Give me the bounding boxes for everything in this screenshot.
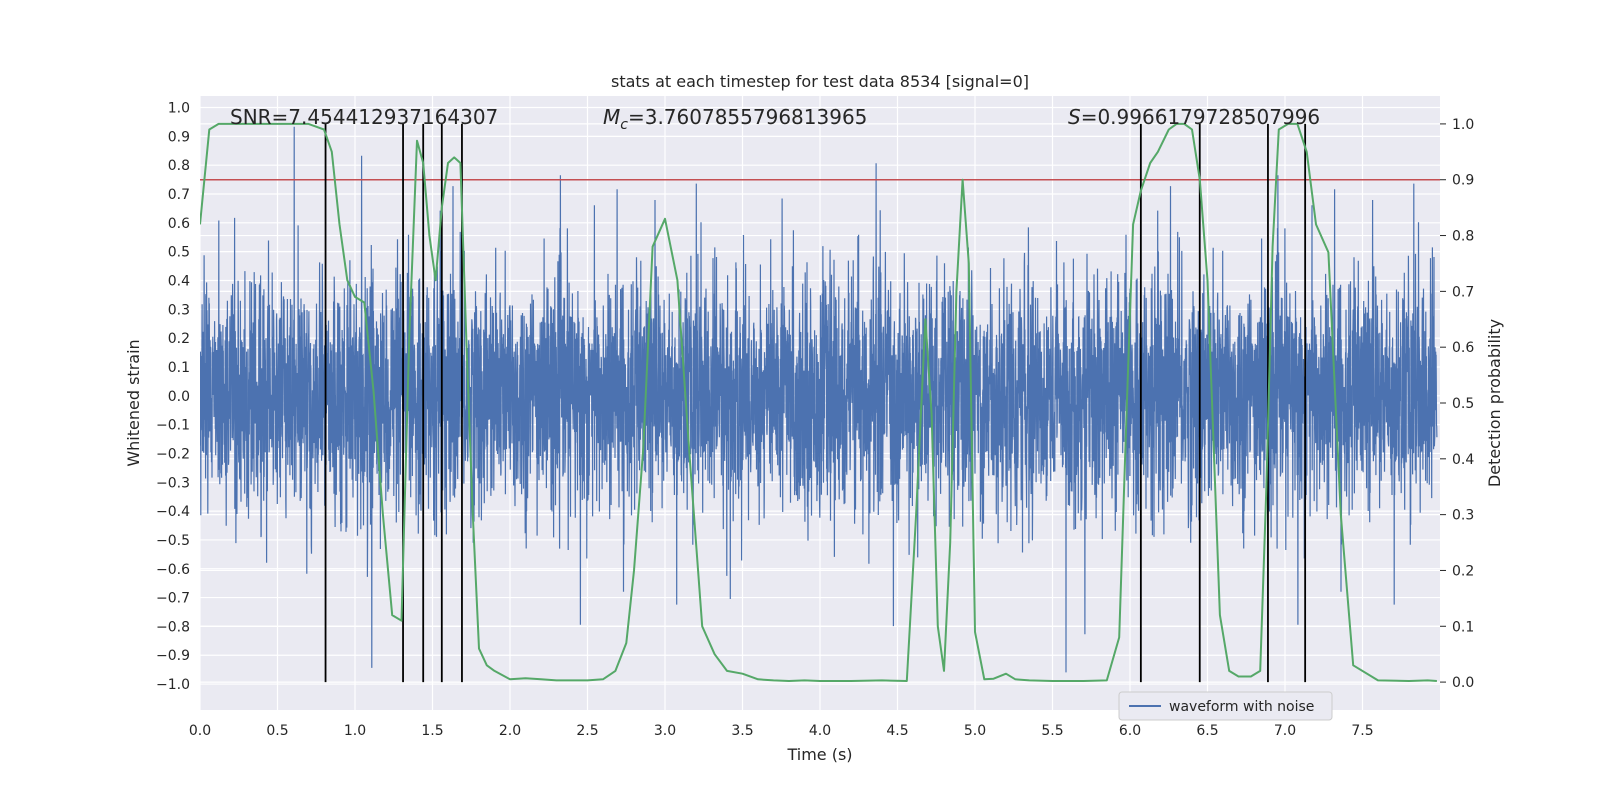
y-left-tick-label: −0.6 xyxy=(156,562,190,578)
y-left-tick-label: −0.5 xyxy=(156,533,190,549)
y-right-tick-label: 0.2 xyxy=(1452,563,1474,579)
y-right-tick-label: 0.4 xyxy=(1452,452,1474,468)
x-tick-label: 0.0 xyxy=(189,723,211,739)
y-left-tick-label: 0.9 xyxy=(168,129,190,145)
y-left-tick-label: −0.8 xyxy=(156,619,190,635)
y-left-tick-label: 0.0 xyxy=(168,389,190,405)
x-tick-label: 6.0 xyxy=(1119,723,1141,739)
chart-title: stats at each timestep for test data 853… xyxy=(611,72,1029,91)
y-right-tick-label: 0.8 xyxy=(1452,229,1474,245)
chirp-mass-symbol: M xyxy=(603,105,620,129)
y-right-tick-label: 0.7 xyxy=(1452,284,1474,300)
y-left-tick-label: 0.6 xyxy=(168,216,190,232)
y-right-tick-label: 0.5 xyxy=(1452,396,1474,412)
x-axis-label: Time (s) xyxy=(786,745,852,764)
y-left-tick-label: 1.0 xyxy=(168,101,190,117)
strain-line xyxy=(200,126,1438,673)
y-right-tick-label: 0.6 xyxy=(1452,340,1474,356)
y-right-tick-label: 1.0 xyxy=(1452,117,1474,133)
x-tick-label: 5.0 xyxy=(964,723,986,739)
y-axis-right-label: Detection probability xyxy=(1485,319,1504,487)
y-left-tick-label: 0.4 xyxy=(168,273,190,289)
tick-labels: 0.0 0.5 1.0 1.5 2.0 2.5 3.0 3.5 4.0 4.5 5.0 5.5 6.0 6… xyxy=(156,101,1474,739)
y-left-tick-label: 0.3 xyxy=(168,302,190,318)
y-axis-left-label: Whitened strain xyxy=(124,339,143,466)
y-left-tick-label: −0.2 xyxy=(156,446,190,462)
y-right-tick-label: 0.9 xyxy=(1452,173,1474,189)
snr-annotation: SNR=7.454412937164307 xyxy=(230,105,498,129)
overlay-lines xyxy=(200,122,1440,683)
y-right-tick-label: 0.0 xyxy=(1452,675,1474,691)
x-tick-label: 4.5 xyxy=(886,723,908,739)
x-tick-label: 4.0 xyxy=(809,723,831,739)
y-left-tick-label: −0.3 xyxy=(156,475,190,491)
x-tick-label: 1.5 xyxy=(421,723,443,739)
x-tick-label: 2.5 xyxy=(576,723,598,739)
y-left-tick-label: 0.8 xyxy=(168,158,190,174)
x-tick-label: 5.5 xyxy=(1041,723,1063,739)
y-right-tick-label: 0.3 xyxy=(1452,508,1474,524)
y-left-tick-label: 0.1 xyxy=(168,360,190,376)
y-left-tick-label: −1.0 xyxy=(156,677,190,693)
y-left-tick-label: −0.4 xyxy=(156,504,190,520)
strain-series xyxy=(200,126,1438,673)
legend-box xyxy=(1118,691,1333,721)
x-tick-label: 7.0 xyxy=(1274,723,1296,739)
chirp-mass-subscript: c xyxy=(620,117,628,133)
y-left-tick-label: −0.7 xyxy=(156,591,190,607)
y-left-tick-label: 0.7 xyxy=(168,187,190,203)
probability-line xyxy=(200,122,1437,682)
x-tick-label: 2.0 xyxy=(499,723,521,739)
legend-label: waveform with noise xyxy=(1169,699,1314,715)
x-tick-label: 0.5 xyxy=(266,723,288,739)
score-symbol: S xyxy=(1068,105,1081,129)
x-tick-label: 7.5 xyxy=(1351,723,1373,739)
y-right-tick-label: 0.1 xyxy=(1452,619,1474,635)
x-tick-label: 6.5 xyxy=(1196,723,1218,739)
chirp-mass-annotation: Mc=3.7607855796813965 xyxy=(603,105,867,133)
y-left-tick-label: −0.9 xyxy=(156,648,190,664)
x-tick-label: 3.5 xyxy=(731,723,753,739)
x-tick-label: 1.0 xyxy=(344,723,366,739)
y-left-tick-label: −0.1 xyxy=(156,418,190,434)
y-left-tick-label: 0.2 xyxy=(168,331,190,347)
score-annotation: S=0.9966179728507996 xyxy=(1068,105,1320,129)
y-left-tick-label: 0.5 xyxy=(168,245,190,261)
legend: waveform with noise xyxy=(1118,691,1333,721)
chirp-mass-value: =3.7607855796813965 xyxy=(628,105,867,129)
score-value: =0.9966179728507996 xyxy=(1081,105,1320,129)
x-tick-label: 3.0 xyxy=(654,723,676,739)
